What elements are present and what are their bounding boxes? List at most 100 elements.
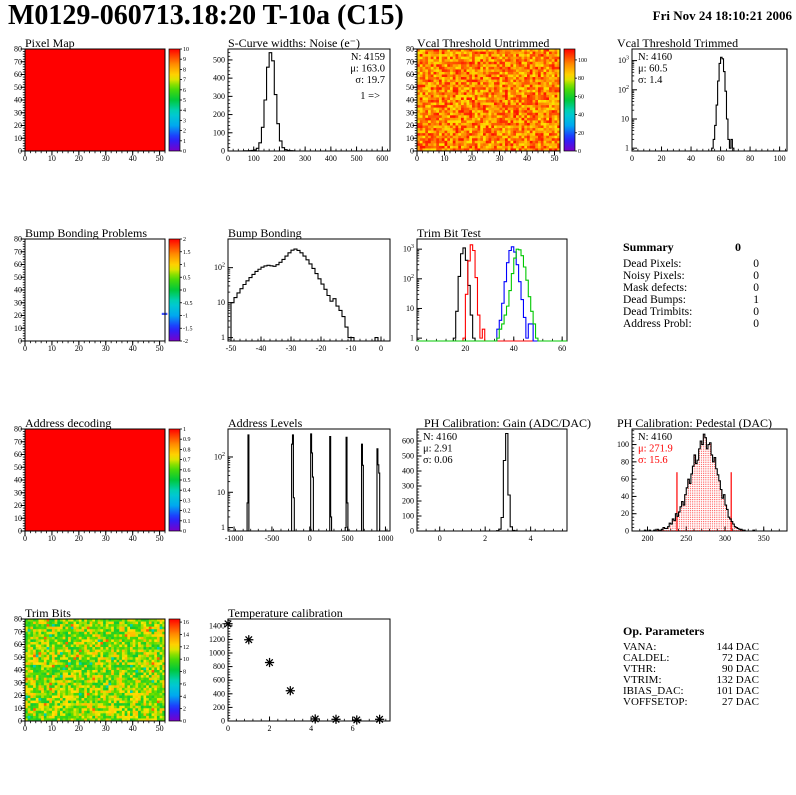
row-label: Dead Pixels: (623, 258, 681, 270)
svg-text:0: 0 (578, 149, 581, 155)
svg-text:20: 20 (406, 121, 414, 130)
svg-text:60: 60 (406, 70, 414, 79)
svg-text:0.2: 0.2 (183, 509, 191, 515)
svg-text:40: 40 (14, 286, 22, 295)
svg-text:4: 4 (529, 534, 533, 543)
svg-text:20: 20 (461, 344, 469, 353)
svg-text:1 =>: 1 => (360, 91, 380, 102)
svg-text:0: 0 (308, 534, 312, 543)
svg-text:103: 103 (403, 244, 414, 254)
svg-text:4: 4 (183, 108, 186, 114)
summary-row: Dead Bumps: 1 (623, 294, 759, 306)
svg-text:10: 10 (14, 514, 22, 523)
svg-text:70: 70 (14, 57, 22, 66)
svg-text:102: 102 (214, 452, 225, 462)
svg-text:600: 600 (376, 154, 388, 163)
svg-text:0: 0 (630, 154, 634, 163)
svg-text:N: 4160: N: 4160 (638, 52, 672, 63)
svg-text:0.8: 0.8 (183, 447, 191, 453)
svg-text:0.1: 0.1 (183, 519, 191, 525)
svg-text:20: 20 (14, 501, 22, 510)
svg-text:0: 0 (410, 527, 414, 536)
svg-text:0: 0 (625, 527, 629, 536)
svg-text:350: 350 (758, 534, 770, 543)
svg-text:N: 4160: N: 4160 (423, 432, 457, 443)
svg-text:20: 20 (468, 154, 476, 163)
svg-text:30: 30 (14, 108, 22, 117)
svg-text:80: 80 (578, 76, 584, 82)
svg-text:0: 0 (410, 147, 414, 156)
svg-text:20: 20 (658, 154, 666, 163)
summary-row: Address Probl:0 (623, 318, 759, 330)
svg-text:70: 70 (14, 437, 22, 446)
svg-text:60: 60 (578, 94, 584, 100)
svg-text:-20: -20 (316, 344, 327, 353)
svg-text:0: 0 (23, 534, 27, 543)
summary-header-label: Summary (623, 240, 674, 255)
svg-text:μ: 2.91: μ: 2.91 (423, 444, 453, 455)
svg-text:3: 3 (183, 118, 186, 124)
row-label: Dead Bumps: (623, 294, 686, 306)
svg-text:0.5: 0.5 (183, 275, 191, 281)
svg-text:10: 10 (217, 488, 225, 497)
svg-text:102: 102 (618, 85, 629, 95)
summary-row: Dead Trimbits:0 (623, 306, 759, 318)
row-label: Dead Trimbits: (623, 306, 692, 318)
svg-text:40: 40 (14, 476, 22, 485)
svg-text:-2: -2 (183, 339, 188, 345)
svg-text:20: 20 (14, 311, 22, 320)
svg-text:40: 40 (129, 534, 137, 543)
svg-text:σ: 0.06: σ: 0.06 (423, 455, 453, 466)
row-label: Address Probl: (623, 318, 692, 330)
svg-text:60: 60 (14, 450, 22, 459)
svg-text:40: 40 (406, 96, 414, 105)
svg-text:10: 10 (14, 324, 22, 333)
svg-text:30: 30 (14, 298, 22, 307)
svg-text:100: 100 (617, 440, 629, 449)
svg-text:100: 100 (402, 512, 414, 521)
svg-text:20: 20 (75, 344, 83, 353)
svg-text:30: 30 (102, 534, 110, 543)
row-value: 1 (753, 294, 759, 306)
svg-text:0: 0 (18, 527, 22, 536)
svg-text:400: 400 (402, 467, 414, 476)
svg-text:N: 4160: N: 4160 (638, 432, 672, 443)
svg-text:10: 10 (48, 344, 56, 353)
svg-text:10: 10 (217, 298, 225, 307)
svg-text:60: 60 (14, 260, 22, 269)
svg-text:400: 400 (213, 74, 225, 83)
svg-text:20: 20 (75, 534, 83, 543)
svg-text:10: 10 (183, 47, 189, 53)
svg-text:80: 80 (14, 235, 22, 244)
svg-text:300: 300 (299, 154, 311, 163)
row-label: VOFFSETOP: (623, 697, 688, 708)
svg-text:100: 100 (248, 154, 260, 163)
svg-text:20: 20 (14, 121, 22, 130)
svg-text:30: 30 (102, 154, 110, 163)
op-parameters-title: Op. Parameters (623, 624, 704, 639)
svg-text:-40: -40 (256, 344, 267, 353)
svg-text:2: 2 (183, 237, 186, 243)
svg-text:50: 50 (156, 344, 164, 353)
svg-text:7: 7 (183, 78, 186, 84)
svg-text:20: 20 (75, 154, 83, 163)
svg-text:0.3: 0.3 (183, 498, 191, 504)
svg-text:80: 80 (746, 154, 754, 163)
svg-text:50: 50 (14, 83, 22, 92)
svg-text:0: 0 (183, 288, 186, 294)
